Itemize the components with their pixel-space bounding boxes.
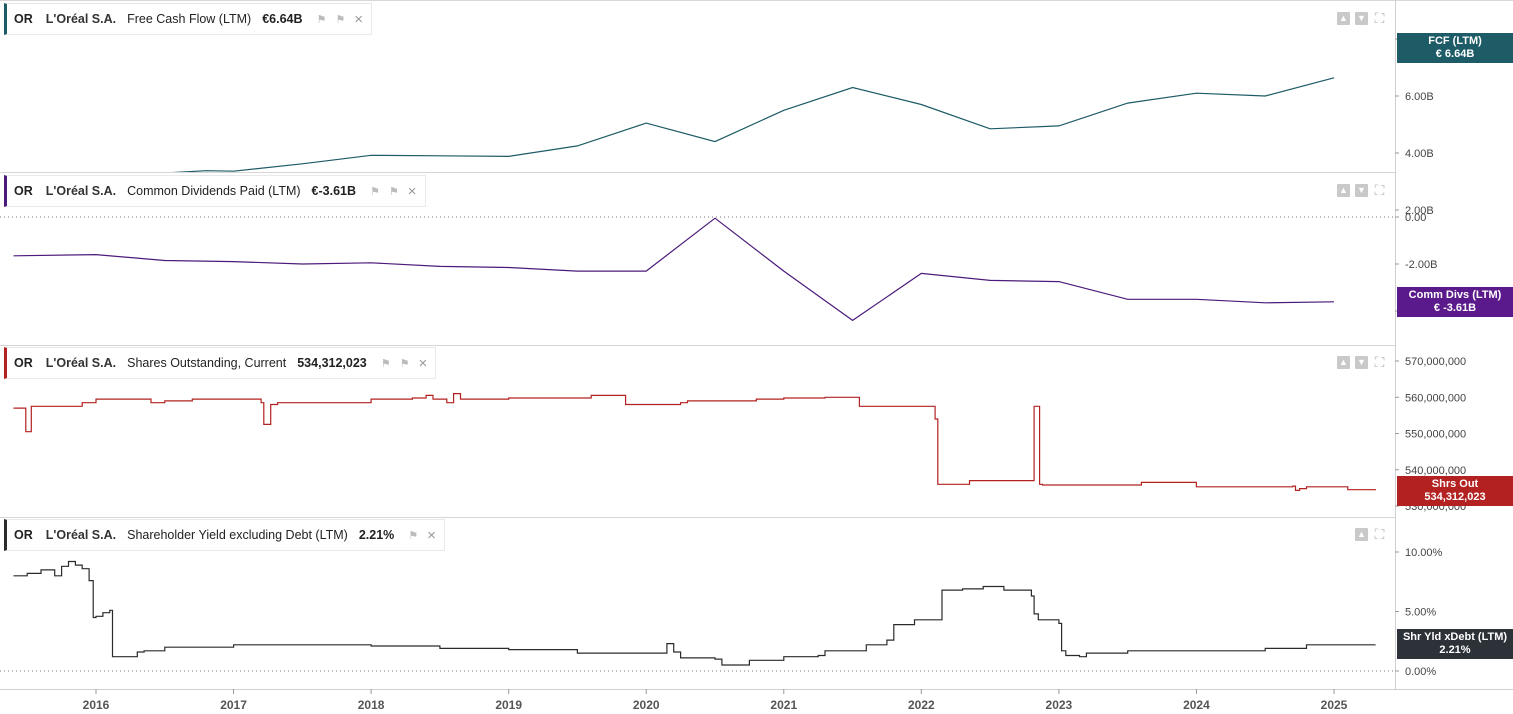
- y-tick-label: 2.00B: [1405, 205, 1434, 217]
- legend-metric: Shares Outstanding, Current: [127, 356, 287, 370]
- close-icon[interactable]: ×: [418, 354, 428, 372]
- close-icon[interactable]: ×: [427, 526, 436, 544]
- value-badge-2: Comm Divs (LTM) € -3.61B: [1397, 287, 1513, 317]
- badge-value: € -3.61B: [1433, 302, 1477, 314]
- legend-ticker: OR: [14, 356, 33, 370]
- legend-company: L'Oréal S.A.: [45, 356, 117, 370]
- bell-icon[interactable]: ⚑: [399, 357, 410, 370]
- y-tick-label: 6.00B: [1405, 91, 1434, 103]
- legend-metric: Free Cash Flow (LTM): [127, 12, 252, 26]
- series-line-4: [13, 560, 1376, 666]
- bell-icon[interactable]: ⚑: [335, 13, 346, 26]
- x-tick-label: 2018: [358, 698, 385, 712]
- arrow-up-icon[interactable]: ▲: [1355, 528, 1368, 541]
- legend-value: €-3.61B: [311, 184, 357, 198]
- badge-label: Comm Divs (LTM): [1408, 289, 1502, 301]
- badge-value: € 6.64B: [1435, 48, 1475, 60]
- close-icon[interactable]: ×: [354, 10, 364, 28]
- legend-panel-1[interactable]: OR L'Oréal S.A. Free Cash Flow (LTM) €6.…: [4, 3, 373, 35]
- x-tick-label: 2019: [495, 698, 522, 712]
- badge-label: Shrs Out: [1431, 478, 1479, 490]
- bell-icon[interactable]: ⚑: [408, 529, 419, 542]
- legend-company: L'Oréal S.A.: [45, 12, 117, 26]
- legend-metric: Shareholder Yield excluding Debt (LTM): [127, 528, 348, 542]
- x-tick-label: 2017: [220, 698, 247, 712]
- arrow-up-icon[interactable]: ▲: [1337, 12, 1350, 25]
- y-tick-label: -2.00B: [1405, 259, 1437, 271]
- legend-ticker: OR: [14, 12, 33, 26]
- legend-value: €6.64B: [262, 12, 303, 26]
- y-tick-label: 10.00%: [1405, 547, 1443, 559]
- legend-panel-3[interactable]: OR L'Oréal S.A. Shares Outstanding, Curr…: [4, 347, 437, 379]
- panel-controls-3: ▲ ▼ ⛶: [1337, 354, 1386, 370]
- badge-value: 2.21%: [1439, 644, 1471, 656]
- bell-icon[interactable]: ⚑: [388, 185, 399, 198]
- y-tick-label: 0.00: [1405, 212, 1426, 224]
- arrow-up-icon[interactable]: ▲: [1337, 356, 1350, 369]
- y-tick-label: 540,000,000: [1405, 465, 1466, 477]
- series-line-1: [171, 77, 1335, 172]
- value-badge-3: Shrs Out 534,312,023: [1397, 476, 1513, 506]
- panel-controls-1: ▲ ▼ ⛶: [1337, 10, 1386, 26]
- legend-ticker: OR: [14, 184, 33, 198]
- y-tick-label: 570,000,000: [1405, 356, 1466, 368]
- badge-label: Shr Yld xDebt (LTM): [1402, 631, 1508, 643]
- x-tick-label: 2023: [1046, 698, 1073, 712]
- bell-icon[interactable]: ⚑: [370, 185, 380, 198]
- x-tick-label: 2021: [770, 698, 797, 712]
- legend-panel-2[interactable]: OR L'Oréal S.A. Common Dividends Paid (L…: [4, 175, 426, 207]
- legend-company: L'Oréal S.A.: [45, 184, 117, 198]
- x-tick-label: 2024: [1183, 698, 1210, 712]
- bell-icon[interactable]: ⚑: [316, 13, 327, 26]
- bell-icon[interactable]: ⚑: [380, 357, 391, 370]
- y-tick-label: 550,000,000: [1405, 429, 1466, 441]
- legend-value: 534,312,023: [297, 356, 367, 370]
- legend-value: 2.21%: [358, 528, 395, 542]
- arrow-down-icon[interactable]: ▼: [1355, 184, 1368, 197]
- arrow-up-icon[interactable]: ▲: [1337, 184, 1350, 197]
- expand-icon[interactable]: ⛶: [1374, 182, 1385, 198]
- close-icon[interactable]: ×: [407, 182, 417, 200]
- y-tick-label: 0.00%: [1405, 666, 1436, 678]
- series-line-3: [13, 393, 1376, 491]
- y-tick-label: 560,000,000: [1405, 392, 1466, 404]
- x-tick-label: 2025: [1321, 698, 1348, 712]
- x-tick-label: 2016: [83, 698, 110, 712]
- y-tick-label: 4.00B: [1405, 148, 1434, 160]
- badge-value: 534,312,023: [1424, 491, 1486, 503]
- x-tick-label: 2022: [908, 698, 935, 712]
- x-tick-label: 2020: [633, 698, 660, 712]
- value-badge-4: Shr Yld xDebt (LTM) 2.21%: [1397, 629, 1513, 659]
- legend-panel-4[interactable]: OR L'Oréal S.A. Shareholder Yield exclud…: [4, 519, 445, 551]
- expand-icon[interactable]: ⛶: [1374, 354, 1385, 370]
- y-tick-label: 5.00%: [1405, 607, 1436, 619]
- legend-metric: Common Dividends Paid (LTM): [127, 184, 301, 198]
- panel-controls-4: ▲ ⛶: [1355, 526, 1386, 542]
- arrow-down-icon[interactable]: ▼: [1355, 356, 1368, 369]
- series-line-2: [13, 217, 1335, 322]
- legend-company: L'Oréal S.A.: [45, 528, 117, 542]
- expand-icon[interactable]: ⛶: [1374, 10, 1385, 26]
- value-badge-1: FCF (LTM) € 6.64B: [1397, 33, 1513, 63]
- panel-controls-2: ▲ ▼ ⛶: [1337, 182, 1386, 198]
- arrow-down-icon[interactable]: ▼: [1355, 12, 1368, 25]
- expand-icon[interactable]: ⛶: [1374, 526, 1385, 542]
- legend-ticker: OR: [14, 528, 33, 542]
- badge-label: FCF (LTM): [1428, 35, 1482, 47]
